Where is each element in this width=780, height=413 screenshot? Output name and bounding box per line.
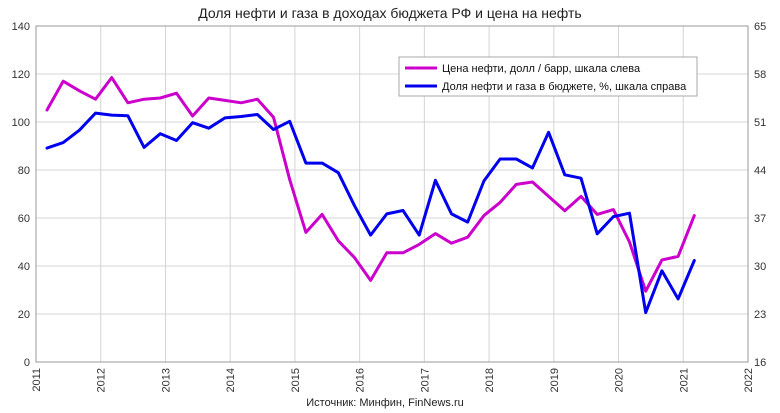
right-tick-label: 30	[754, 261, 766, 273]
x-tick-label: 2013	[160, 368, 172, 392]
left-tick-label: 20	[18, 309, 30, 321]
legend-label-oil-price: Цена нефти, долл / барр, шкала слева	[442, 63, 641, 75]
left-tick-label: 140	[12, 21, 30, 33]
left-tick-label: 40	[18, 261, 30, 273]
right-tick-label: 44	[754, 165, 766, 177]
left-tick-label: 80	[18, 165, 30, 177]
x-tick-label: 2018	[484, 368, 496, 392]
source-note: Источник: Минфин, FinNews.ru	[306, 397, 463, 409]
right-tick-label: 37	[754, 213, 766, 225]
x-tick-label: 2016	[355, 368, 367, 392]
right-tick-label: 65	[754, 21, 766, 33]
right-tick-label: 23	[754, 309, 766, 321]
x-tick-label: 2014	[225, 368, 237, 392]
x-tick-label: 2019	[549, 368, 561, 392]
chart-title: Доля нефти и газа в доходах бюджета РФ и…	[198, 5, 581, 21]
x-tick-label: 2012	[96, 368, 108, 392]
left-tick-label: 60	[18, 213, 30, 225]
left-tick-label: 120	[12, 69, 30, 81]
right-axis: 16 23 30 37 44 51 58 65	[754, 21, 766, 369]
left-axis: 0 20 40 60 80 100 120 140	[12, 21, 30, 369]
x-tick-label: 2017	[419, 368, 431, 392]
x-tick-label: 2021	[678, 368, 690, 392]
left-tick-label: 0	[24, 357, 30, 369]
x-axis: 2011 2012 2013 2014 2015 2016 2017 2018 2019 2020…	[31, 368, 755, 392]
right-tick-label: 16	[754, 357, 766, 369]
x-tick-label: 2022	[743, 368, 755, 392]
right-tick-label: 58	[754, 69, 766, 81]
x-tick-label: 2015	[290, 368, 302, 392]
legend: Цена нефти, долл / барр, шкала слева Дол…	[398, 56, 698, 97]
legend-label-oil-gas-share: Доля нефти и газа в бюджете, %, шкала сп…	[442, 81, 687, 93]
series-line-oil-price	[45, 76, 696, 293]
legend-box	[398, 56, 698, 97]
x-tick-label: 2011	[31, 368, 43, 392]
x-tick-label: 2020	[614, 368, 626, 392]
plot-area-border	[35, 25, 749, 363]
series-line-oil-gas-share	[45, 111, 696, 315]
series	[45, 76, 696, 315]
left-tick-label: 100	[12, 117, 30, 129]
right-tick-label: 51	[754, 117, 766, 129]
